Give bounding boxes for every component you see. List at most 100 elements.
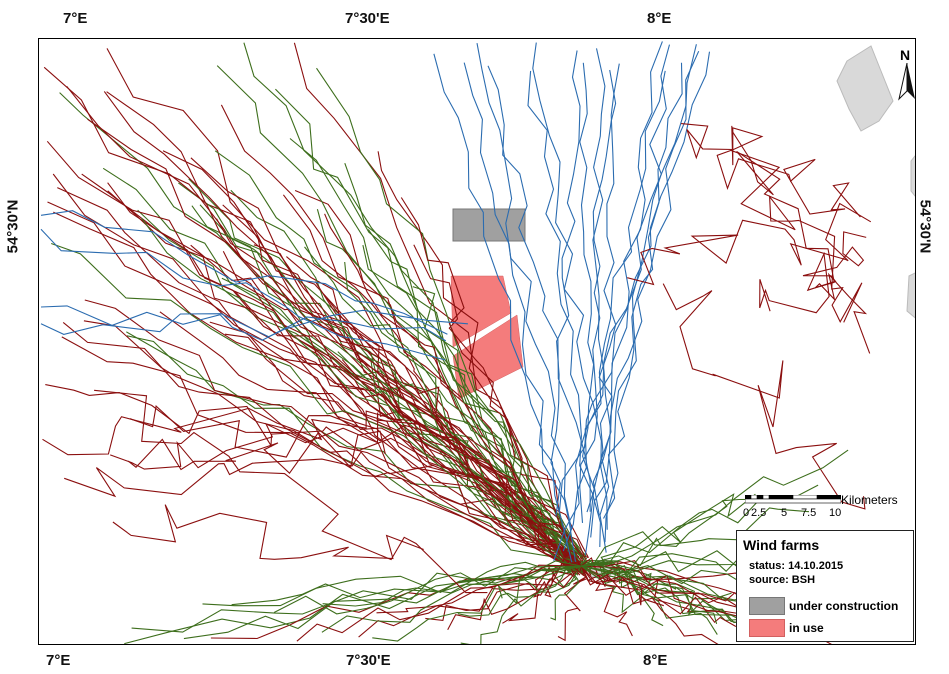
vessel-track <box>106 91 579 567</box>
top-lon-7e: 7°E <box>63 10 88 27</box>
vessel-track <box>592 48 612 553</box>
vessel-track <box>550 50 581 517</box>
vessel-track <box>222 204 582 564</box>
vessel-track <box>51 242 584 558</box>
vessel-track <box>487 65 591 512</box>
scale-bar: Kilometers 0 2.5 5 7.5 10 <box>743 493 915 523</box>
vessel-track <box>231 565 582 606</box>
vessel-track <box>662 283 866 510</box>
vessel-track <box>47 201 589 559</box>
vessel-track <box>476 42 573 530</box>
north-label: N <box>900 47 911 63</box>
vessel-track <box>40 228 446 361</box>
vessel-track <box>106 48 587 573</box>
legend-swatch-in-use <box>749 619 785 637</box>
vessel-track <box>190 244 587 561</box>
vessel-track <box>457 565 582 617</box>
vessel-track <box>627 202 872 286</box>
vessel-track <box>550 565 583 621</box>
vessel-track <box>759 231 867 314</box>
legend-label-in-use: in use <box>789 621 824 635</box>
vessel-track <box>275 88 586 562</box>
scale-bar-graphic <box>745 495 841 504</box>
vessel-track <box>107 190 574 561</box>
legend: Wind farms status: 14.10.2015 source: BS… <box>736 530 914 642</box>
vessel-track <box>141 217 583 565</box>
vessel-track <box>376 558 582 614</box>
bottom-lon-7-30e: 7°30'E <box>346 652 391 669</box>
vessel-track <box>57 187 590 573</box>
vessel-track <box>40 305 447 342</box>
vessel-track <box>603 62 683 519</box>
vessel-track <box>304 246 587 557</box>
vessel-track <box>282 194 572 576</box>
legend-status: status: 14.10.2015 <box>749 560 844 572</box>
island-shape <box>910 155 915 197</box>
north-arrow: N <box>897 47 915 107</box>
vessel-track <box>131 565 582 633</box>
map-canvas <box>40 41 915 644</box>
vessel-track <box>137 209 586 570</box>
vessel-track <box>220 104 585 574</box>
vessel-track <box>61 336 584 576</box>
vessel-track <box>433 53 577 562</box>
vessel-track <box>316 67 580 562</box>
scale-tick-5: 5 <box>781 507 788 519</box>
right-lat-label: 54°30'N <box>916 199 934 254</box>
vessel-track <box>94 389 488 594</box>
scale-tick-7-5: 7.5 <box>801 507 817 519</box>
vessel-track <box>553 44 697 561</box>
vessel-track <box>46 140 581 562</box>
vessel-track <box>40 309 468 338</box>
vessel-track <box>127 430 386 475</box>
vessel-track <box>110 412 421 470</box>
vessel-track <box>45 384 428 460</box>
wind-farm-under-construction <box>452 208 526 242</box>
north-arrow-icon <box>898 63 915 101</box>
top-lon-7-30e: 7°30'E <box>345 10 390 27</box>
vessel-track <box>681 123 861 218</box>
vessel-track <box>40 210 448 335</box>
vessel-track <box>579 62 595 513</box>
vessel-track <box>102 167 572 561</box>
bottom-lon-7e: 7°E <box>46 652 71 669</box>
scale-tick-10: 10 <box>829 507 842 519</box>
vessel-track <box>216 218 578 561</box>
scale-tick-0: 0 <box>743 507 750 519</box>
scale-tick-2-5: 2.5 <box>751 507 767 519</box>
vessel-track <box>580 449 849 567</box>
top-lon-8e: 8°E <box>647 10 672 27</box>
legend-swatch-under-construction <box>749 597 785 615</box>
vessel-track <box>425 565 582 622</box>
vessel-track <box>584 41 663 555</box>
vessel-track <box>590 50 700 538</box>
vessel-track <box>400 197 574 562</box>
legend-title: Wind farms <box>743 537 820 553</box>
vessel-track <box>580 507 810 567</box>
vessel-track <box>129 405 482 458</box>
vessel-track <box>314 281 586 558</box>
vessel-track <box>296 565 582 642</box>
map-area[interactable]: N <box>38 38 916 645</box>
scale-unit: Kilometers <box>841 493 898 507</box>
vessel-track <box>326 297 583 568</box>
vessel-track <box>729 125 863 323</box>
vessel-track <box>202 565 582 607</box>
vessel-track <box>732 131 871 354</box>
bottom-lon-8e: 8°E <box>643 652 668 669</box>
vessel-track <box>377 151 584 565</box>
vessel-track <box>183 565 582 640</box>
vessel-track <box>112 504 424 560</box>
vessel-track <box>43 66 581 576</box>
vessel-track <box>579 69 617 523</box>
vessel-track <box>66 85 591 572</box>
vessel-track <box>224 333 586 571</box>
vessel-track <box>344 163 572 572</box>
vessel-track <box>367 229 573 576</box>
vessel-track <box>344 261 579 566</box>
vessel-track <box>42 407 402 456</box>
vessel-track <box>562 70 666 552</box>
vessel-track <box>126 331 577 563</box>
vessel-track <box>592 63 620 516</box>
vessel-track <box>83 320 577 572</box>
